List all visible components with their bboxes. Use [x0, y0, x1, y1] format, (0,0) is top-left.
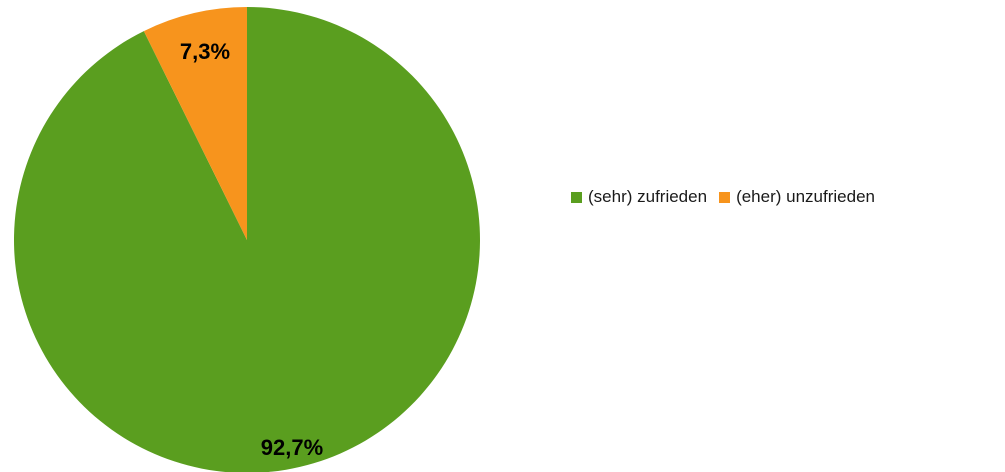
legend-label-unzufrieden: (eher) unzufrieden [736, 187, 875, 206]
data-label-0: 92,7% [261, 435, 323, 460]
legend-swatch-unzufrieden [719, 191, 731, 203]
pie-slice-0 [14, 7, 480, 472]
pie-slice-1 [143, 7, 247, 240]
data-label-1: 7,3% [180, 39, 230, 64]
pie-slices [14, 7, 480, 472]
legend-label-zufrieden: (sehr) zufrieden [588, 187, 708, 206]
legend: (sehr) zufrieden (eher) unzufrieden [571, 187, 875, 207]
pie-data-labels: 92,7% 7,3% [180, 39, 323, 460]
legend-item-unzufrieden: (eher) unzufrieden [719, 187, 875, 207]
legend-item-zufrieden: (sehr) zufrieden [571, 187, 707, 207]
legend-swatch-zufrieden [571, 191, 582, 203]
